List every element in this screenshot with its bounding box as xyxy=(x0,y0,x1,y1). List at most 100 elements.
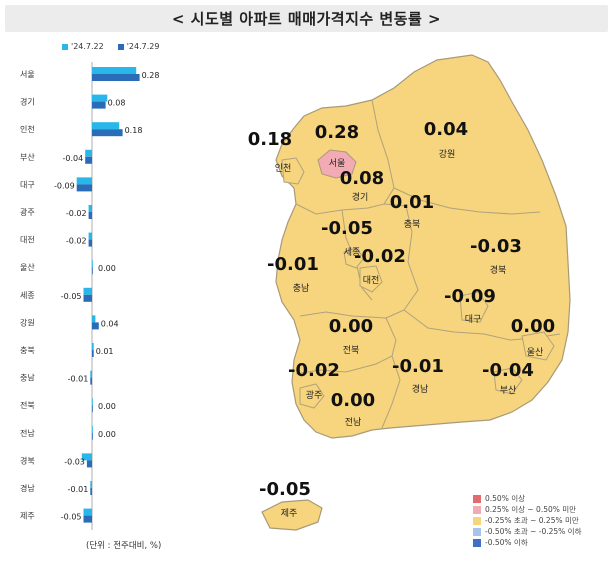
map-legend-label: -0.50% 이하 xyxy=(485,538,528,547)
data-label: 0.01 xyxy=(96,347,114,356)
data-label: 0.08 xyxy=(108,99,126,108)
region-value: -0.02 xyxy=(288,360,340,381)
region-value: 0.00 xyxy=(511,316,555,337)
region-value: -0.09 xyxy=(444,286,496,307)
map-legend-swatch xyxy=(473,505,481,514)
region-name: 울산 xyxy=(527,347,544,358)
map-legend-swatch xyxy=(473,538,481,547)
category-label: 광주 xyxy=(20,207,35,217)
bar-curr xyxy=(92,405,93,413)
data-label: 0.00 xyxy=(98,264,116,273)
legend-item-curr: '24.7.29 xyxy=(117,42,159,51)
map-legend-label: -0.50% 초과 ~ -0.25% 이하 xyxy=(485,527,582,536)
bar-curr xyxy=(92,322,99,330)
region-value: -0.04 xyxy=(482,360,534,381)
region-name: 광주 xyxy=(306,389,323,401)
border-jeolla-gyeongnam xyxy=(381,317,401,429)
region-name: 제주 xyxy=(281,508,298,519)
bar-prev xyxy=(90,481,92,488)
map-legend: 0.50% 이상 0.25% 이상 ~ 0.50% 미만 -0.25% 초과 ~ 0… xyxy=(473,493,581,548)
region-value: -0.02 xyxy=(354,246,406,267)
data-label: 0.18 xyxy=(125,126,143,135)
bar-prev xyxy=(92,122,120,130)
map-legend-label: 0.50% 이상 xyxy=(485,494,526,503)
bar-curr xyxy=(85,156,92,164)
map-legend-item: -0.50% 초과 ~ -0.25% 이하 xyxy=(473,526,581,537)
data-label: -0.02 xyxy=(66,237,87,246)
bar-curr xyxy=(92,129,123,137)
bar-prev xyxy=(92,67,137,74)
category-label: 대구 xyxy=(20,180,35,189)
data-label: 0.04 xyxy=(101,319,119,328)
bar-prev xyxy=(92,315,96,323)
border-chungcheong-jeolla xyxy=(299,311,387,319)
bar-prev xyxy=(88,232,92,240)
border-jeonbuk-jeonnam xyxy=(295,355,393,375)
bar-curr xyxy=(92,267,93,275)
legend-swatch-curr xyxy=(117,43,124,50)
bar-curr xyxy=(90,377,92,385)
region-name: 대전 xyxy=(363,275,380,286)
region-name: 전남 xyxy=(345,417,362,428)
category-label: 서울 xyxy=(20,70,35,79)
category-label: 인천 xyxy=(20,124,35,134)
mainland xyxy=(275,54,571,439)
data-label: -0.02 xyxy=(66,209,87,218)
bar-curr xyxy=(92,101,106,109)
bar-curr xyxy=(92,350,94,357)
bar-prev xyxy=(92,260,93,268)
bar-prev xyxy=(76,177,92,185)
region-value: 0.28 xyxy=(315,122,359,143)
region-value: -0.01 xyxy=(267,254,319,275)
category-label: 경기 xyxy=(20,97,35,107)
chart-title: < 시도별 아파트 매매가격지수 변동률 > xyxy=(5,5,608,32)
category-label: 전북 xyxy=(20,400,35,410)
busan-shape xyxy=(493,367,523,395)
region-value: -0.05 xyxy=(259,479,311,500)
category-label: 울산 xyxy=(20,262,35,272)
data-label: -0.01 xyxy=(68,485,89,494)
bar-curr xyxy=(88,212,92,219)
category-label: 경북 xyxy=(20,455,35,465)
data-label: -0.05 xyxy=(61,513,82,522)
gwangju-shape xyxy=(299,383,325,409)
map-legend-item: 0.50% 이상 xyxy=(473,493,581,504)
bar-curr xyxy=(88,239,92,247)
map-legend-swatch xyxy=(473,516,481,525)
legend-swatch-prev xyxy=(62,43,68,50)
ulsan-shape xyxy=(521,331,555,361)
data-label: 0.28 xyxy=(142,71,160,80)
category-label: 세종 xyxy=(20,291,35,300)
region-value: 0.00 xyxy=(331,390,375,411)
bar-prev xyxy=(92,94,108,102)
jeju-shape xyxy=(261,499,323,531)
bar-prev xyxy=(92,425,93,433)
bar-prev xyxy=(81,453,92,461)
map-legend-item: -0.25% 초과 ~ 0.25% 미만 xyxy=(473,515,581,526)
category-label: 강원 xyxy=(20,317,35,327)
border-gangwon-south xyxy=(393,187,541,215)
sejong-shape xyxy=(343,247,365,269)
map-legend-item: 0.25% 이상 ~ 0.50% 미만 xyxy=(473,504,581,515)
map-legend-label: -0.25% 초과 ~ 0.25% 미만 xyxy=(485,516,579,525)
bar-prev xyxy=(83,287,92,295)
region-name: 인천 xyxy=(275,163,292,174)
incheon-shape xyxy=(281,157,305,185)
bar-curr xyxy=(83,515,92,523)
data-label: 0.00 xyxy=(98,430,116,439)
region-name: 강원 xyxy=(439,149,456,160)
category-label: 대전 xyxy=(20,235,35,245)
data-label: -0.04 xyxy=(62,154,83,163)
daegu-shape xyxy=(459,291,489,323)
region-name: 충남 xyxy=(293,283,310,294)
region-value: 0.18 xyxy=(248,129,292,150)
region-value: 0.00 xyxy=(329,316,373,337)
unit-note: (단위 : 전주대비, %) xyxy=(86,541,162,551)
region-name: 충북 xyxy=(404,219,421,230)
mainland-shape xyxy=(275,54,571,439)
data-label: 0.00 xyxy=(98,402,116,411)
region-value: -0.03 xyxy=(470,236,522,257)
seoul-shape xyxy=(317,149,357,179)
